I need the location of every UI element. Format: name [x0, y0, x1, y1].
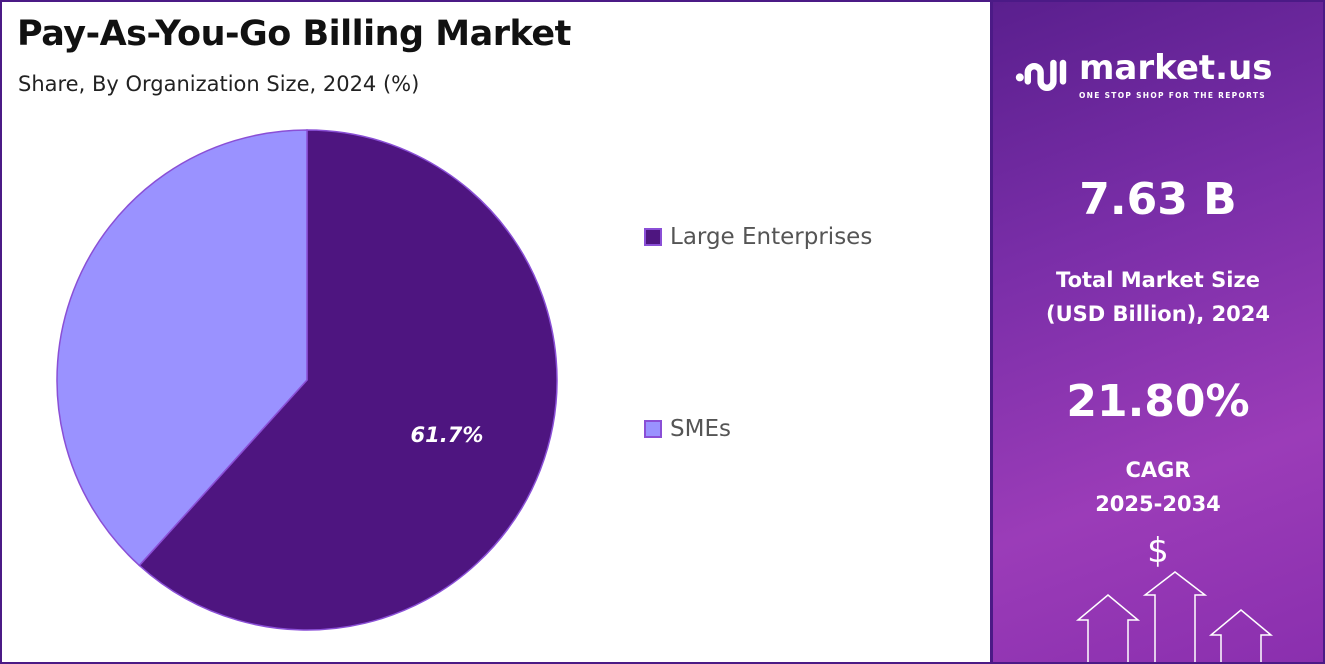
logo-icon [1015, 59, 1067, 91]
cagr-value: 21.80% [1066, 376, 1250, 427]
legend-label: SMEs [670, 416, 731, 442]
logo-tagline: ONE STOP SHOP FOR THE REPORTS [1079, 91, 1266, 100]
legend-item-smes: SMEs [644, 416, 731, 442]
chart-title: Pay-As-You-Go Billing Market [17, 14, 571, 54]
summary-panel: market.us ONE STOP SHOP FOR THE REPORTS … [990, 2, 1323, 662]
legend-swatch-smes [644, 420, 662, 438]
dollar-icon: $ [1147, 531, 1169, 571]
market-size-value: 7.63 B [1079, 174, 1237, 225]
chart-subtitle: Share, By Organization Size, 2024 (%) [18, 72, 420, 96]
data-label: 61.7% [411, 423, 484, 447]
pie-chart: 61.7% [56, 129, 558, 631]
growth-arrows-icon [1075, 571, 1274, 662]
cagr-label-2: 2025-2034 [1095, 492, 1221, 516]
pie-slice-large-enterprises [138, 129, 558, 631]
market-size-label-1: Total Market Size [1056, 268, 1260, 292]
legend-swatch-large-enterprises [644, 228, 662, 246]
legend-item-large-enterprises: Large Enterprises [644, 224, 872, 250]
pie-slice-smes [56, 129, 308, 567]
market-us-logo: market.us ONE STOP SHOP FOR THE REPORTS [1015, 48, 1273, 102]
logo-name: market.us [1079, 48, 1273, 88]
legend-label: Large Enterprises [670, 224, 873, 250]
cagr-label-1: CAGR [1125, 458, 1191, 482]
chart-panel: Pay-As-You-Go Billing Market Share, By O… [2, 2, 988, 662]
market-size-label-2: (USD Billion), 2024 [1045, 302, 1271, 326]
